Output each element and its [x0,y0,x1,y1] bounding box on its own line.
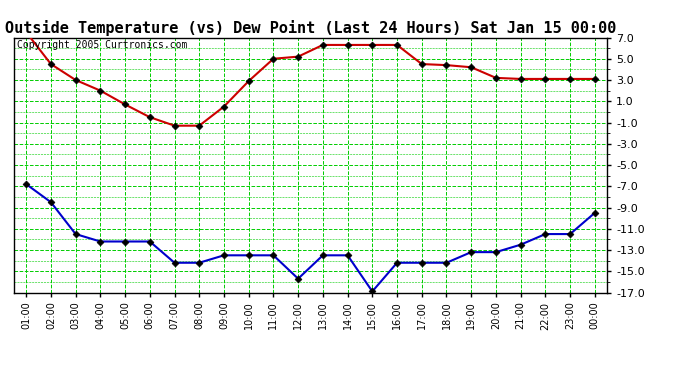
Title: Outside Temperature (vs) Dew Point (Last 24 Hours) Sat Jan 15 00:00: Outside Temperature (vs) Dew Point (Last… [5,20,616,36]
Text: Copyright 2005 Curtronics.com: Copyright 2005 Curtronics.com [17,40,187,50]
